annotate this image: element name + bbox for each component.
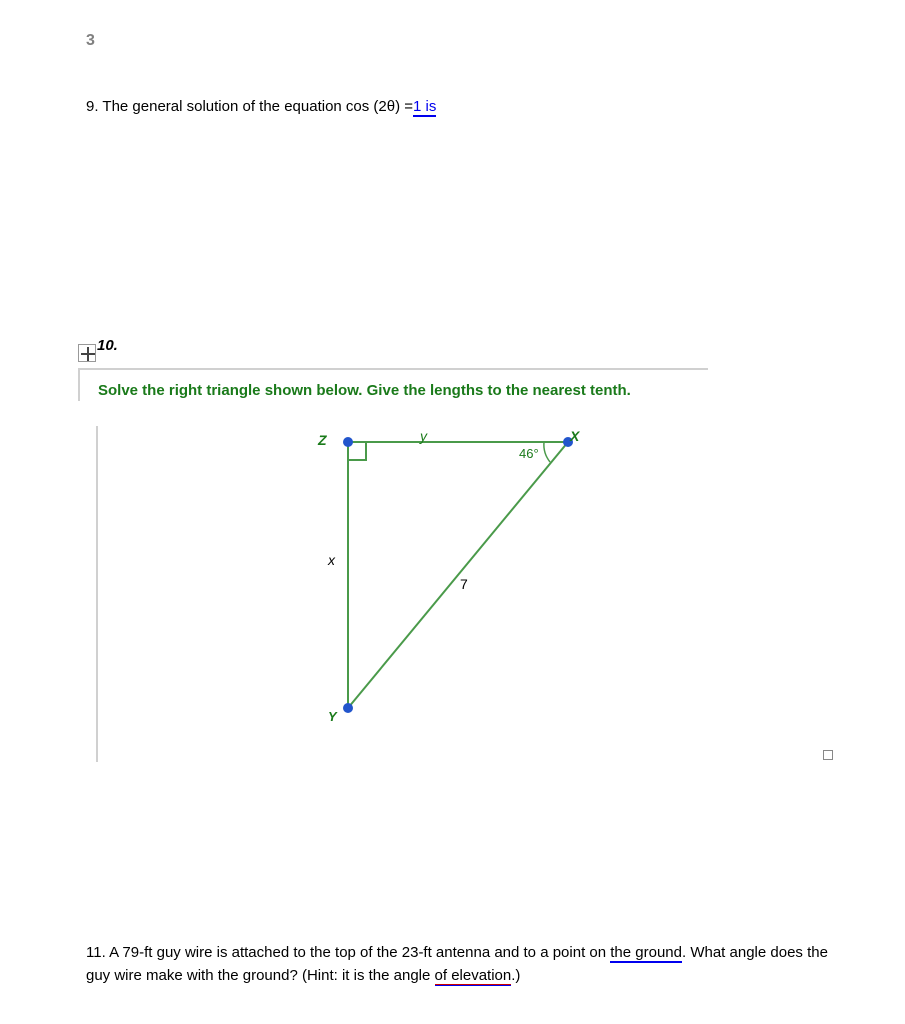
q10-prompt: Solve the right triangle shown below. Gi… bbox=[98, 380, 690, 401]
q9-link: 1 is bbox=[413, 98, 436, 116]
q11-link-elevation: of elevation bbox=[435, 967, 512, 985]
q11-link-ground: the ground bbox=[610, 944, 682, 962]
triangle-diagram: Z y X 46° x 7 Y bbox=[96, 426, 736, 762]
question-11: 11. A 79-ft guy wire is attached to the … bbox=[86, 942, 831, 987]
side-x-label: x bbox=[328, 552, 335, 568]
question-9: 9. The general solution of the equation … bbox=[86, 98, 436, 115]
q10-number: 10. bbox=[97, 337, 118, 354]
angle-x-label: 46° bbox=[519, 446, 539, 461]
vertex-x-label: X bbox=[570, 428, 579, 444]
question-10-box: Solve the right triangle shown below. Gi… bbox=[78, 368, 708, 401]
vertex-z-label: Z bbox=[318, 432, 327, 448]
vertex-y-label: Y bbox=[328, 709, 337, 724]
side-y-label: y bbox=[420, 428, 427, 444]
move-handle-icon[interactable] bbox=[78, 344, 96, 362]
q11-suffix: .) bbox=[511, 967, 520, 984]
triangle-svg bbox=[298, 426, 618, 736]
question-10-header: 10. bbox=[78, 344, 118, 362]
q9-text: 9. The general solution of the equation … bbox=[86, 98, 413, 115]
q11-prefix: 11. A 79-ft guy wire is attached to the … bbox=[86, 944, 610, 961]
checkbox-icon bbox=[823, 750, 833, 760]
page-number: 3 bbox=[86, 32, 95, 50]
side-hypotenuse-label: 7 bbox=[460, 576, 468, 592]
